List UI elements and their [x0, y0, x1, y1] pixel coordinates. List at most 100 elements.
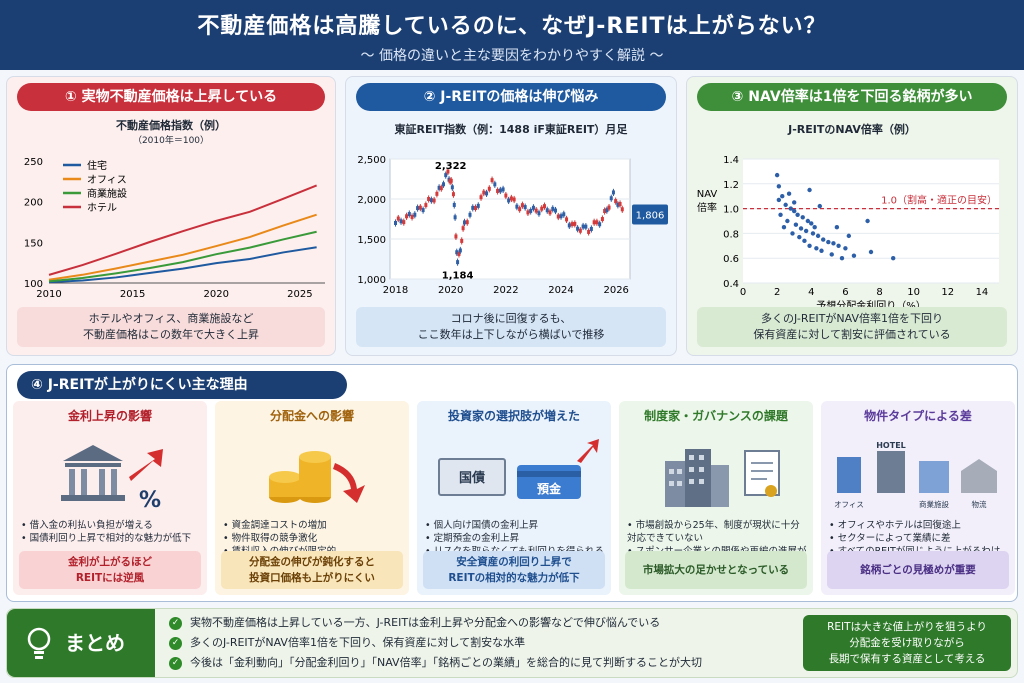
card-dividend: 分配金への影響 資金調達コストの増加 物件取得の競争激化 賃料収入の伸びが限定的… — [215, 401, 409, 595]
x-tick-label: 4 — [808, 287, 814, 298]
y-tick-label: 200 — [24, 198, 43, 209]
candle — [605, 208, 609, 213]
candle — [482, 190, 486, 195]
candle — [611, 190, 615, 195]
scatter-point — [836, 243, 841, 248]
summary-label: まとめ — [7, 609, 155, 677]
chart1-subtitle: （2010年＝100） — [132, 136, 210, 146]
candle — [520, 203, 524, 208]
scatter-point — [819, 248, 824, 253]
summary-note: REITは大きな値上がりを狙うより 分配金を受け取りながら 長期で保有する資産として… — [803, 615, 1011, 671]
svg-text:商業施設: 商業施設 — [919, 499, 949, 509]
candle — [421, 208, 425, 213]
scatter-point — [792, 200, 797, 205]
candle — [457, 251, 461, 256]
scatter-point — [774, 172, 780, 178]
x-tick-label: 2 — [774, 287, 780, 298]
logistics-icon — [961, 459, 997, 493]
candle — [537, 211, 541, 216]
candle — [565, 217, 569, 222]
y-tick-label: 2,000 — [357, 195, 386, 206]
candle — [595, 220, 599, 225]
y-tick-label: 1,500 — [357, 235, 386, 246]
candle — [413, 212, 417, 217]
x-tick-label: 8 — [876, 287, 882, 298]
scatter-point — [805, 218, 811, 224]
candle — [559, 214, 563, 219]
chart2-svg: 1,000 1,500 2,000 2,500 2018 2020 2022 2024 2026… — [357, 155, 668, 296]
candle — [455, 250, 459, 255]
candle — [416, 206, 420, 211]
x-tick-label: 2020 — [204, 289, 229, 300]
card1-conclusion: 金利が上がるほど REITには逆風 — [19, 551, 201, 589]
card5-title: 物件タイプによる差 — [864, 409, 972, 423]
scatter-point — [839, 256, 845, 261]
panel1-caption-line2: 不動産価格はこの数年で大きく上昇 — [83, 328, 259, 341]
svg-text:国債: 国債 — [459, 470, 485, 486]
scatter-point — [781, 225, 787, 230]
scatter-point — [776, 184, 782, 189]
x-tick-label: 2018 — [383, 285, 408, 296]
scatter-point — [803, 228, 809, 234]
panel1-caption-line1: ホテルやオフィス、商業施設など — [88, 312, 254, 325]
scatter-point — [814, 246, 819, 251]
check-icon: ✓ — [169, 616, 182, 630]
candle — [407, 212, 411, 217]
candle — [581, 224, 585, 229]
candle — [589, 226, 593, 231]
candle — [534, 208, 538, 213]
candle — [618, 201, 622, 206]
candle — [402, 220, 406, 225]
candle — [512, 197, 516, 202]
candle — [540, 206, 544, 211]
scatter-point — [821, 237, 826, 242]
candle — [587, 229, 591, 234]
y-tick-label: 1.0 — [723, 205, 739, 216]
x-tick-label: 2015 — [120, 289, 145, 300]
card-property-type: 物件タイプによる差 HOTEL オフィス 商業施設 物流 オフィスやホテルは回復… — [821, 401, 1015, 595]
up-arrow-icon — [129, 449, 163, 481]
summary-list: ✓ 実物不動産価格は上昇している一方、J-REITは金利上昇や分配金への影響などで… — [169, 613, 702, 673]
hotel-icon — [877, 451, 905, 493]
legend-label: 住宅 — [87, 159, 107, 172]
panel3-caption-line1: 多くのJ-REITがNAV倍率1倍を下回り — [761, 312, 943, 325]
property-types-icon: HOTEL オフィス 商業施設 物流 — [834, 441, 997, 509]
candle — [507, 198, 511, 203]
candle — [394, 221, 398, 225]
candle — [424, 203, 428, 208]
candle — [446, 169, 450, 174]
check-icon: ✓ — [169, 656, 182, 670]
series-line — [48, 230, 317, 283]
bond-deposit-icon: 国債 預金 — [438, 439, 599, 499]
candle — [458, 248, 462, 253]
candle — [545, 208, 549, 213]
y-tick-label: 100 — [24, 279, 43, 290]
svg-text:%: % — [139, 488, 161, 513]
x-tick-label: 10 — [907, 287, 920, 298]
up-arrow-icon — [577, 439, 599, 463]
chart1-title: 不動産価格指数（例） — [116, 119, 226, 132]
summary-section: まとめ ✓ 実物不動産価格は上昇している一方、J-REITは金利上昇や分配金への影… — [6, 608, 1018, 678]
chart3-svg: 0.4 0.6 0.8 1.0 1.2 1.4 0 2 4 6 8 10 12 14 1.0（割高・適正の目… — [697, 155, 999, 307]
legend-label: ホテル — [87, 202, 117, 214]
candle — [453, 215, 457, 220]
candle — [476, 203, 480, 208]
candle — [542, 204, 546, 209]
candle — [474, 206, 478, 211]
candle — [616, 202, 620, 207]
card5-conclusion: 銘柄ごとの見極めが重要 — [827, 551, 1009, 589]
card-interest-rate: 金利上昇の影響 % 借入金の利払い負担が増える 国債利回り上昇で相対的な魅力が低… — [13, 401, 207, 595]
card1-title: 金利上昇の影響 — [67, 409, 152, 423]
scatter-point — [776, 197, 782, 203]
card4-title: 制度家・ガバナンスの課題 — [644, 409, 788, 423]
retail-icon — [919, 461, 949, 493]
candle — [554, 208, 558, 213]
scatter-point — [809, 221, 814, 226]
lightbulb-icon — [27, 627, 51, 659]
x-tick-label: 2010 — [36, 289, 61, 300]
panel1-caption: ホテルやオフィス、商業施設など 不動産価格はこの数年で大きく上昇 — [17, 307, 325, 347]
svg-text:オフィス: オフィス — [834, 500, 864, 509]
candle — [432, 198, 436, 203]
card-investor-options: 投資家の選択肢が増えた 国債 預金 個人向け国債の金利上昇 定期預金の金利上昇 … — [417, 401, 611, 595]
candle — [598, 222, 602, 227]
